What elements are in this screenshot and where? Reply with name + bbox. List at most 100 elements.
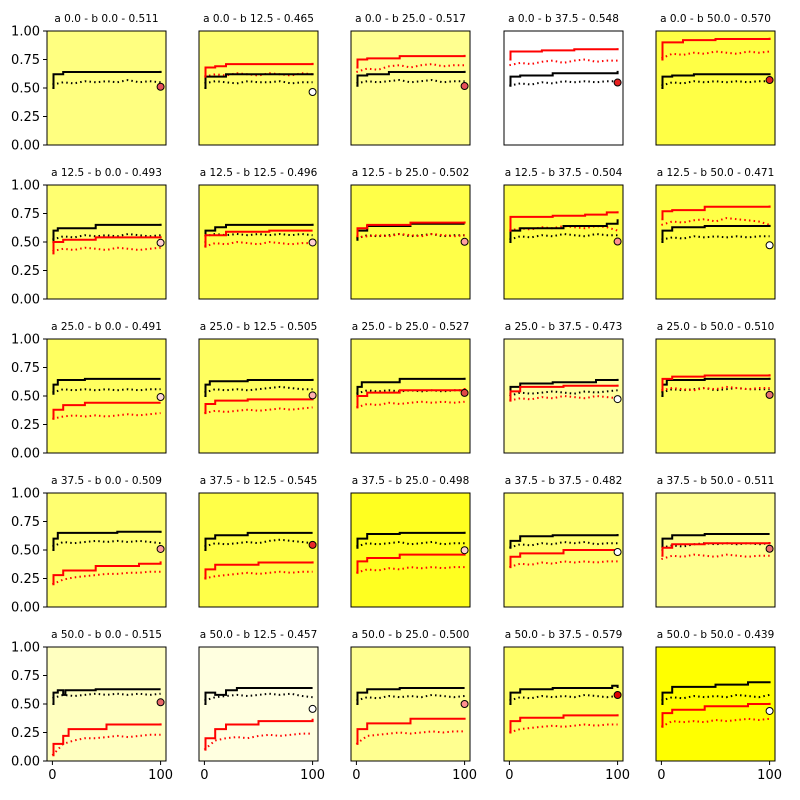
x-tick-label: 100 <box>452 768 477 783</box>
score-marker <box>308 391 317 400</box>
y-tick-label: 0.25 <box>11 572 40 587</box>
black-solid-line <box>661 224 771 243</box>
y-tick-label: 0.75 <box>11 53 40 68</box>
panel-background <box>351 493 470 607</box>
panel-title: a 37.5 - b 25.0 - 0.498 <box>352 475 470 487</box>
panel: a 50.0 - b 12.5 - 0.457 0 100 <box>198 629 325 783</box>
black-solid-line <box>52 377 161 395</box>
score-marker <box>613 78 622 87</box>
black-solid-line <box>356 531 466 549</box>
red-solid-line <box>52 723 162 757</box>
panel-title: a 25.0 - b 25.0 - 0.527 <box>352 321 470 333</box>
panel-background <box>656 31 775 145</box>
red-solid-line <box>661 205 771 221</box>
black-solid-line <box>509 684 619 705</box>
red-solid-line <box>509 211 619 232</box>
panel-background <box>47 185 166 299</box>
panel-background <box>504 647 623 761</box>
red-dotted-line <box>52 570 161 586</box>
panel-title: a 37.5 - b 12.5 - 0.545 <box>200 475 318 487</box>
score-marker <box>156 393 165 402</box>
red-solid-line <box>356 388 466 409</box>
y-tick-label: 0.00 <box>11 447 40 462</box>
red-solid-line <box>52 401 161 420</box>
panel-background <box>199 493 318 607</box>
y-tick-label: 0.25 <box>11 264 40 279</box>
score-marker <box>460 82 469 91</box>
y-tick-label: 0.00 <box>11 601 40 616</box>
score-marker <box>765 390 774 399</box>
black-solid-line <box>356 70 466 87</box>
panel-title: a 50.0 - b 37.5 - 0.579 <box>505 629 623 641</box>
black-solid-line <box>52 688 161 705</box>
red-solid-line <box>661 702 771 728</box>
panel-background <box>656 185 775 299</box>
panel: a 0.0 - b 37.5 - 0.548 <box>503 13 624 146</box>
panel-title: a 50.0 - b 12.5 - 0.457 <box>200 629 318 641</box>
panel-frame <box>198 184 319 300</box>
panel: a 0.0 - b 0.0 - 0.511 0.00 0.25 0.50 0.75 1.0… <box>11 13 167 154</box>
black-solid-line <box>204 687 313 705</box>
panel: a 25.0 - b 50.0 - 0.510 <box>655 321 776 454</box>
y-tick-label: 0.75 <box>11 207 40 222</box>
red-solid-line <box>509 714 619 734</box>
panel-background <box>656 339 775 453</box>
panel: a 0.0 - b 12.5 - 0.465 <box>198 13 319 146</box>
y-tick-label: 0.25 <box>11 110 40 125</box>
red-solid-line <box>509 48 619 61</box>
x-tick-label: 0 <box>505 768 513 783</box>
y-tick-label: 1.00 <box>11 333 40 348</box>
score-marker <box>156 544 165 553</box>
panel: a 37.5 - b 25.0 - 0.498 <box>350 475 471 608</box>
score-marker <box>460 700 469 708</box>
red-solid-line <box>204 561 314 580</box>
score-marker <box>308 87 317 96</box>
panel-title: a 12.5 - b 50.0 - 0.471 <box>657 167 775 179</box>
panel-background <box>47 493 166 607</box>
panel-background <box>351 647 470 761</box>
red-dotted-line <box>355 730 465 745</box>
score-marker <box>765 706 774 715</box>
panel-background <box>199 185 318 299</box>
panel-title: a 50.0 - b 50.0 - 0.439 <box>657 629 775 641</box>
red-solid-line <box>204 718 314 751</box>
x-tick-label: 0 <box>200 768 208 783</box>
panel-title: a 0.0 - b 25.0 - 0.517 <box>355 13 466 25</box>
panel: a 50.0 - b 50.0 - 0.439 0 100 <box>655 629 782 783</box>
y-tick-label: 0.75 <box>11 361 40 376</box>
black-solid-line <box>204 378 314 397</box>
black-solid-line <box>509 378 619 395</box>
panel-background <box>47 647 166 761</box>
panel: a 25.0 - b 25.0 - 0.527 <box>350 321 471 454</box>
panel: a 12.5 - b 37.5 - 0.504 <box>503 167 624 300</box>
black-solid-line <box>509 70 619 87</box>
y-tick-label: 1.00 <box>11 641 40 656</box>
panel-background <box>47 339 166 453</box>
score-marker <box>460 546 469 555</box>
panel-title: a 50.0 - b 25.0 - 0.500 <box>352 629 470 641</box>
red-dotted-line <box>660 717 770 728</box>
panel-background <box>504 339 623 453</box>
panel-background <box>656 493 775 607</box>
score-marker <box>613 237 622 246</box>
score-marker <box>460 388 469 397</box>
x-tick-label: 0 <box>657 768 665 783</box>
x-tick-label: 100 <box>605 768 630 783</box>
score-marker <box>613 548 622 557</box>
score-marker <box>765 544 774 553</box>
black-solid-line <box>661 73 771 89</box>
panel-title: a 0.0 - b 50.0 - 0.570 <box>660 13 771 25</box>
black-dotted-line <box>52 539 161 548</box>
panel: a 12.5 - b 50.0 - 0.471 <box>655 167 776 300</box>
red-solid-line <box>509 384 619 402</box>
red-solid-line <box>509 548 619 569</box>
panel: a 50.0 - b 37.5 - 0.579 0 100 <box>503 629 630 783</box>
score-marker <box>765 241 774 250</box>
red-solid-line <box>204 398 314 415</box>
y-tick-label: 0.25 <box>11 726 40 741</box>
panel: a 37.5 - b 12.5 - 0.545 <box>198 475 319 608</box>
panel-frame <box>198 646 319 762</box>
panel: a 25.0 - b 0.0 - 0.491 0.00 0.25 0.50 0.75 1.… <box>11 321 167 462</box>
y-tick-label: 0.00 <box>11 293 40 308</box>
